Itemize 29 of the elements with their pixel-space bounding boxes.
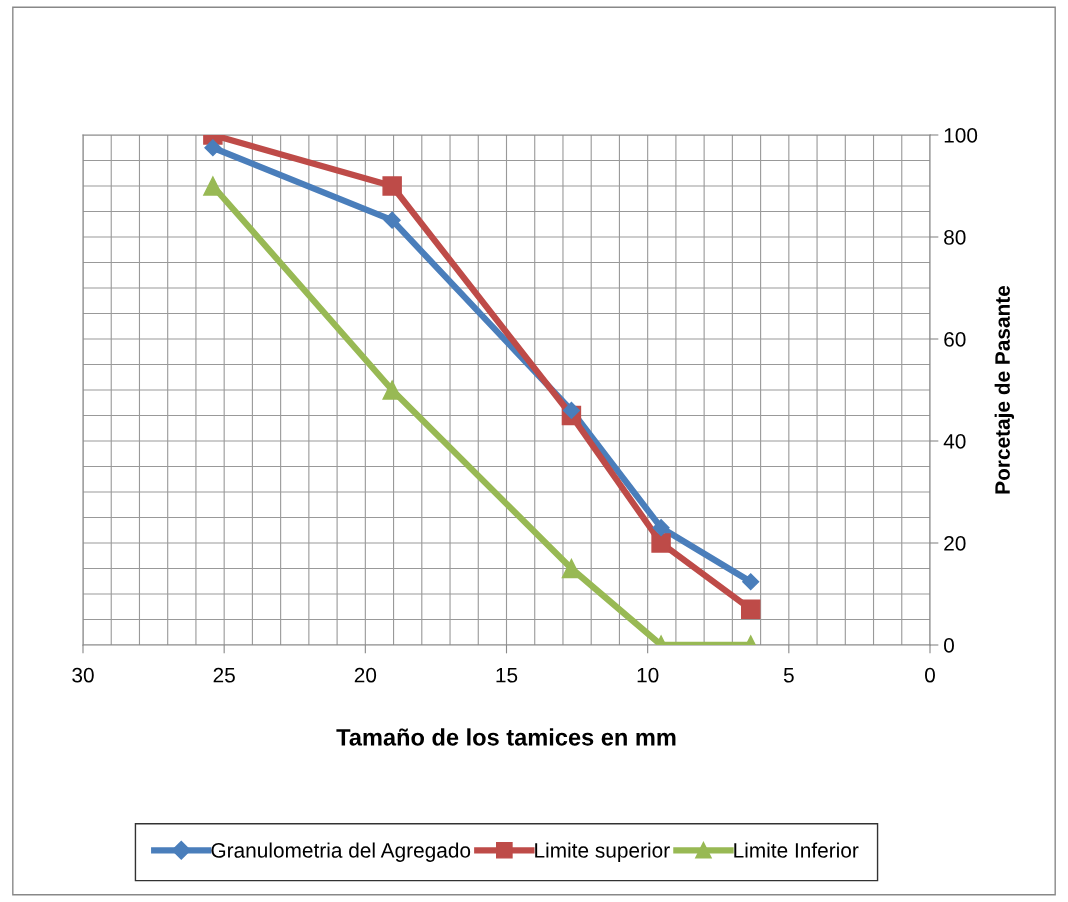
point <box>383 211 401 229</box>
y-axis-title: Porcetaje de Pasante <box>994 285 1015 494</box>
y-tick-label: 20 <box>944 536 966 551</box>
point <box>561 558 582 579</box>
point <box>203 176 223 196</box>
legend-label: Limite Inferior <box>734 842 859 858</box>
x-tick-label: 0 <box>925 667 935 683</box>
point <box>562 401 580 419</box>
x-tick-label: 5 <box>783 667 794 683</box>
legend-label: Limite superior <box>535 842 670 862</box>
y-tick-label: 60 <box>944 332 966 347</box>
x-tick-label: 15 <box>496 667 518 683</box>
x-tick-label: 25 <box>213 667 235 683</box>
x-axis-title: Tamaño de los tamices en mm <box>336 728 676 746</box>
y-tick-label: 0 <box>944 638 954 653</box>
point <box>652 519 670 537</box>
point <box>742 573 760 591</box>
y-tick-label: 80 <box>944 230 966 245</box>
y-tick-label: 100 <box>944 128 978 143</box>
x-tick-label: 30 <box>72 667 94 683</box>
x-tick-label: 10 <box>637 667 659 683</box>
x-tick-label: 20 <box>354 667 377 683</box>
point <box>651 533 671 553</box>
legend-label: Granulometria del Agregado <box>211 842 471 862</box>
y-tick-label: 40 <box>943 434 966 449</box>
point <box>382 176 402 196</box>
point <box>740 599 761 620</box>
point <box>204 139 222 157</box>
point <box>382 380 402 400</box>
